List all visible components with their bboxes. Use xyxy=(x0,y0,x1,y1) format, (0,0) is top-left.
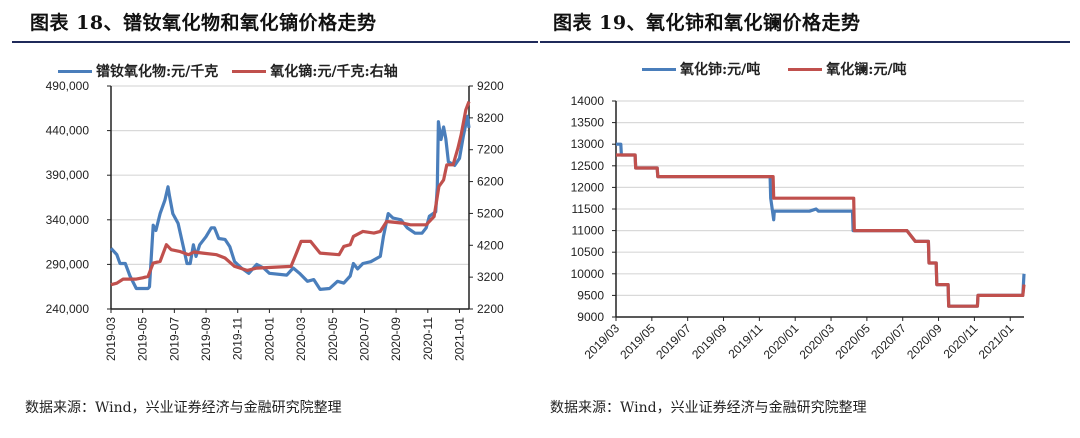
series-line-1 xyxy=(110,101,471,287)
y-tick-label: 13000 xyxy=(571,137,605,151)
y-right-tick-label: 2200 xyxy=(477,302,504,316)
right-source-note: 数据来源：Wind，兴业证券经济与金融研究院整理 xyxy=(550,400,867,416)
y-tick-label: 14000 xyxy=(571,94,605,108)
right-title-rule xyxy=(540,41,1070,43)
y-right-tick-label: 4200 xyxy=(477,238,504,252)
y-tick-label: 11500 xyxy=(572,202,605,216)
y-tick-label: 12500 xyxy=(571,159,605,173)
x-tick-label: 2020-11 xyxy=(421,317,435,360)
x-tick-label: 2020-01 xyxy=(262,317,276,361)
y-tick-label: 490,000 xyxy=(46,79,90,93)
y-right-tick-label: 6200 xyxy=(477,175,504,189)
series-line-0 xyxy=(616,142,1026,308)
y-tick-label: 10000 xyxy=(571,267,605,281)
y-tick-label: 9500 xyxy=(577,288,604,302)
y-tick-label: 12000 xyxy=(571,180,605,194)
y-right-tick-label: 5200 xyxy=(477,206,504,220)
x-tick-label: 2020/01 xyxy=(761,321,802,362)
y-tick-label: 340,000 xyxy=(46,213,90,227)
y-tick-label: 10500 xyxy=(571,245,605,259)
left-legend: 镨钕氧化物:元/千克 氧化镝:元/千克:右轴 xyxy=(58,61,398,81)
series-line-1 xyxy=(616,153,1026,308)
legend-label-dy: 氧化镝:元/千克:右轴 xyxy=(270,64,398,80)
x-tick-label: 2019/07 xyxy=(653,321,694,362)
y-right-tick-label: 7200 xyxy=(477,143,504,157)
x-tick-label: 2021/01 xyxy=(976,321,1017,362)
x-tick-label: 2020-09 xyxy=(389,317,403,361)
y-tick-label: 11000 xyxy=(572,224,605,238)
x-tick-label: 2020/09 xyxy=(904,321,945,362)
x-tick-label: 2019-11 xyxy=(231,317,245,360)
x-tick-label: 2019/05 xyxy=(617,321,658,362)
left-chart-title: 图表 18、镨钕氧化物和氧化镝价格走势 xyxy=(30,12,377,34)
legend-swatch-red xyxy=(232,69,267,73)
legend-swatch-red xyxy=(788,67,823,71)
series-line-0 xyxy=(109,114,471,291)
y-tick-label: 9000 xyxy=(577,310,604,324)
y-tick-label: 13500 xyxy=(571,116,605,130)
y-tick-label: 440,000 xyxy=(46,124,90,138)
x-tick-label: 2019-07 xyxy=(167,317,181,361)
legend-label-prnd: 镨钕氧化物:元/千克 xyxy=(96,64,219,80)
x-tick-label: 2019-03 xyxy=(104,317,118,361)
legend-label-la: 氧化镧:元/吨 xyxy=(826,62,907,78)
right-legend: 氧化铈:元/吨 氧化镧:元/吨 xyxy=(642,59,907,79)
x-tick-label: 2019/03 xyxy=(582,321,623,362)
x-tick-label: 2020-05 xyxy=(326,317,340,361)
right-chart-title: 图表 19、氧化铈和氧化镧价格走势 xyxy=(553,12,861,34)
x-tick-label: 2020-07 xyxy=(357,317,371,361)
y-tick-label: 290,000 xyxy=(46,257,90,271)
x-tick-label: 2020/07 xyxy=(868,321,909,362)
x-tick-label: 2020/05 xyxy=(832,321,873,362)
x-tick-label: 2020-03 xyxy=(294,317,308,361)
x-tick-label: 2019/11 xyxy=(726,321,766,361)
left-title-rule xyxy=(12,41,538,43)
y-right-tick-label: 8200 xyxy=(477,111,504,125)
y-tick-label: 240,000 xyxy=(46,302,90,316)
legend-swatch-blue xyxy=(58,69,92,73)
y-right-tick-label: 3200 xyxy=(477,270,504,284)
x-tick-label: 2020/03 xyxy=(797,321,838,362)
y-right-tick-label: 9200 xyxy=(477,79,504,93)
y-tick-label: 390,000 xyxy=(46,168,90,182)
left-source-note: 数据来源：Wind，兴业证券经济与金融研究院整理 xyxy=(25,400,342,416)
x-tick-label: 2019/09 xyxy=(689,321,730,362)
x-tick-label: 2020/11 xyxy=(941,321,981,361)
x-tick-label: 2021-01 xyxy=(452,317,466,361)
legend-swatch-blue xyxy=(642,67,676,71)
x-tick-label: 2019-09 xyxy=(199,317,213,361)
legend-label-ce: 氧化铈:元/吨 xyxy=(680,62,761,78)
x-tick-label: 2019-05 xyxy=(136,317,150,361)
